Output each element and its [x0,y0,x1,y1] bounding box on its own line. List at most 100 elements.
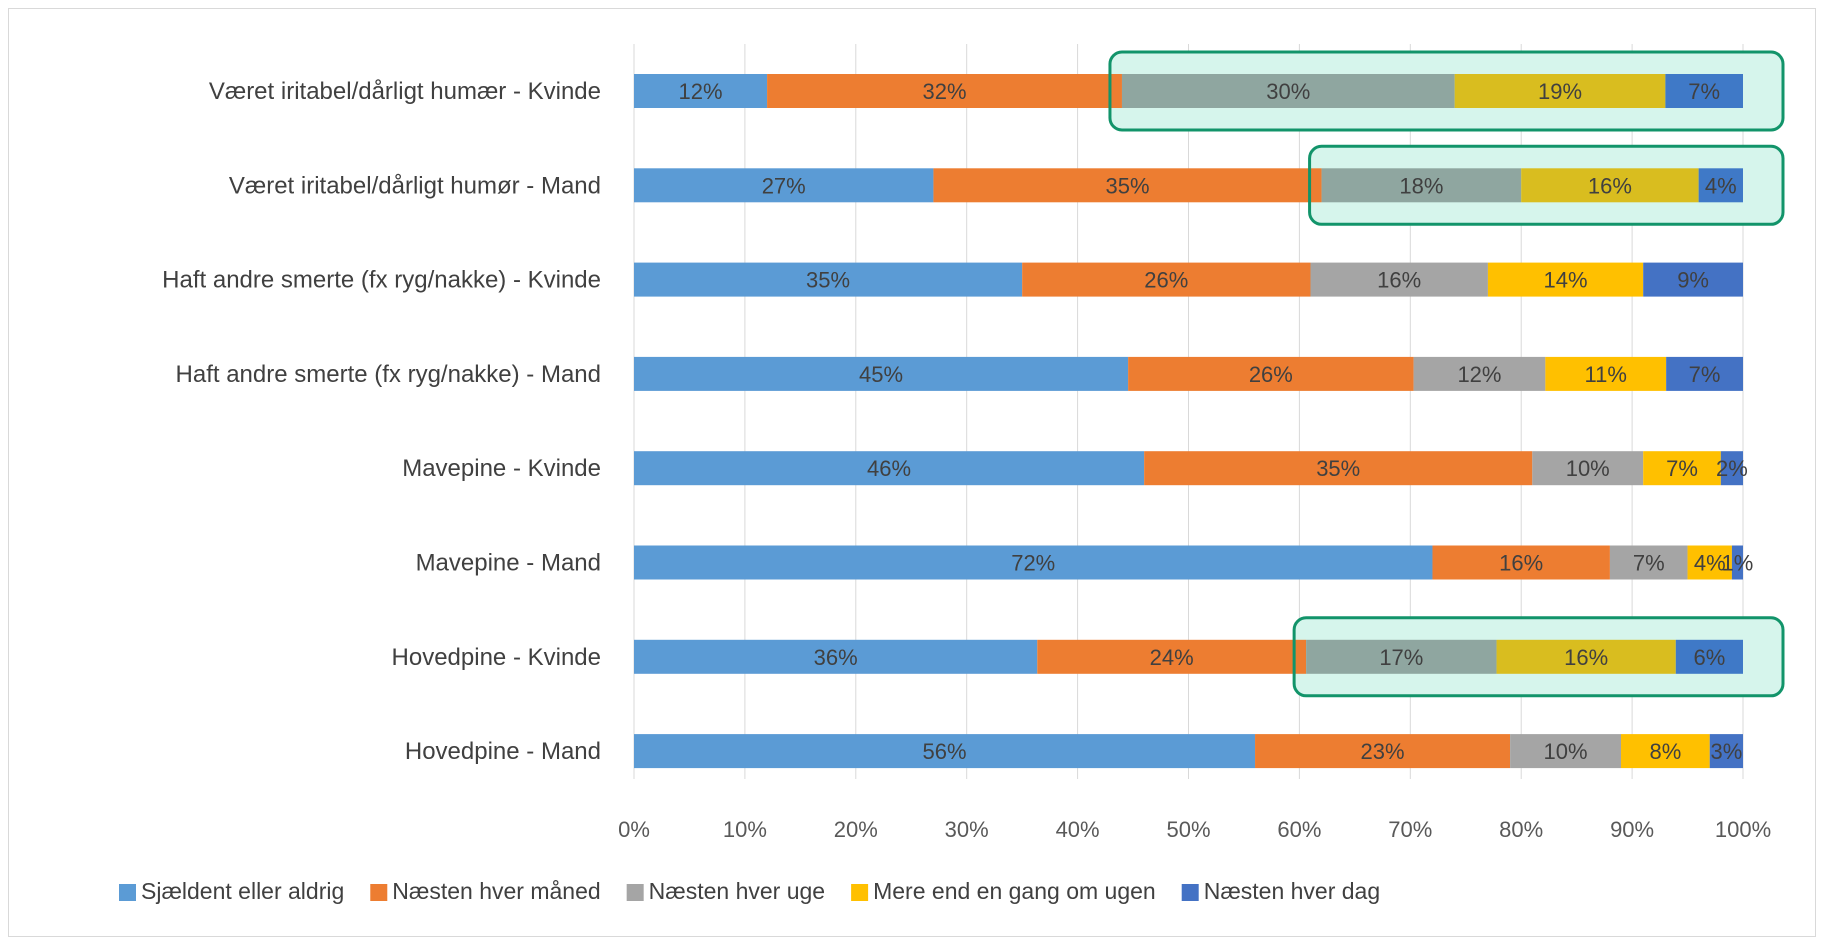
data-label: 17% [1379,645,1423,670]
legend-swatch-n-sten-hver-maned [370,884,388,901]
bar-n-sten-hver-dag [1709,734,1743,769]
bar-n-sten-hver-maned [1255,734,1511,769]
bar-mere-end-en-gang-om-ugen [1643,451,1721,486]
bar-n-sten-hver-uge [1310,262,1488,297]
x-tick-label: 0% [618,817,650,842]
legend-label: Mere end en gang om ugen [873,878,1156,904]
legend-label: Sjældent eller aldrig [141,878,344,904]
data-label: 7% [1666,456,1698,481]
data-label: 7% [1689,362,1721,387]
data-label: 36% [814,645,858,670]
legend-swatch-mere-end-en-gang-om-ugen [851,884,869,901]
bar-mere-end-en-gang-om-ugen [1545,356,1667,391]
bar-sj-ldent-eller-aldrig [634,734,1256,769]
bar-mere-end-en-gang-om-ugen [1496,639,1676,674]
data-label: 10% [1566,456,1610,481]
legend-swatch-n-sten-hver-dag [1181,884,1199,901]
highlight-box [1308,144,1785,226]
data-label: 14% [1544,268,1588,293]
bar-n-sten-hver-dag [1731,545,1743,580]
data-label: 32% [922,79,966,104]
data-label: 9% [1677,268,1709,293]
data-label: 16% [1588,173,1632,198]
x-tick-label: 40% [1056,817,1100,842]
bar-sj-ldent-eller-aldrig [634,168,934,203]
data-label: 11% [1585,362,1627,387]
chart-frame: 12% 32% 30% 19% 7% 27% 35% 18% 16% 4% 35% 26% 16% 14%… [8,8,1816,937]
bar-mere-end-en-gang-om-ugen [1454,74,1666,108]
x-tick-label: 80% [1499,817,1543,842]
category-label: Haft andre smerte (fx ryg/nakke) - Mand [176,361,601,388]
data-label: 7% [1633,551,1665,576]
legend-label: Næsten hver dag [1204,878,1380,904]
legend-swatch-sj-ldent-eller-aldrig [119,884,136,901]
bar-mere-end-en-gang-om-ugen [1621,734,1710,769]
bar-sj-ldent-eller-aldrig [634,356,1129,391]
bar-n-sten-hver-uge [1609,545,1688,580]
data-label: 45% [859,362,903,387]
x-tick-label: 20% [834,817,878,842]
data-label: 12% [1457,362,1501,387]
bar-mere-end-en-gang-om-ugen [1521,168,1699,203]
stacked-bar-chart: 12% 32% 30% 19% 7% 27% 35% 18% 16% 4% 35% 26% 16% 14%… [119,44,1785,904]
x-tick-label: 10% [723,817,767,842]
bar-n-sten-hver-maned [1022,262,1311,297]
data-label: 19% [1538,79,1582,104]
x-tick-label: 60% [1277,817,1321,842]
category-label: Været iritabel/dårligt humør - Mand [229,172,601,199]
legend-label: Næsten hver uge [649,878,825,904]
x-tick-labels: 0% 10% 20% 30% 40% 50% 60% 70% 80% 90% 100% [618,817,1771,842]
data-label: 35% [1105,173,1149,198]
bar-n-sten-hver-dag [1666,356,1743,391]
bar-n-sten-hver-dag [1720,451,1743,486]
data-label: 30% [1266,79,1310,104]
data-label: 46% [867,456,911,481]
bar-n-sten-hver-dag [1698,168,1743,203]
data-label: 8% [1649,739,1681,764]
data-label: 18% [1399,173,1443,198]
data-label: 26% [1249,362,1293,387]
data-label: 16% [1499,551,1543,576]
data-label: 10% [1544,739,1588,764]
bar-sj-ldent-eller-aldrig [634,545,1433,580]
bar-n-sten-hver-dag [1665,74,1743,108]
bar-n-sten-hver-maned [767,74,1122,108]
data-label: 12% [679,79,723,104]
category-label: Hovedpine - Kvinde [392,644,601,671]
bar-n-sten-hver-dag [1643,262,1743,297]
bar-mere-end-en-gang-om-ugen [1687,545,1732,580]
category-label: Hovedpine - Mand [405,738,601,765]
x-tick-label: 70% [1388,817,1432,842]
bar-mere-end-en-gang-om-ugen [1487,262,1644,297]
data-label: 24% [1150,645,1194,670]
data-label: 6% [1693,645,1725,670]
data-label: 7% [1688,79,1720,104]
bar-n-sten-hver-maned [1128,356,1414,391]
data-label: 72% [1011,551,1055,576]
data-label: 26% [1144,268,1188,293]
category-label: Mavepine - Kvinde [402,455,601,482]
bar-n-sten-hver-uge [1321,168,1522,203]
x-tick-label: 100% [1715,817,1771,842]
data-label: 56% [922,739,966,764]
category-label: Haft andre smerte (fx ryg/nakke) - Kvind… [162,267,601,294]
data-label: 35% [806,268,850,293]
bar-sj-ldent-eller-aldrig [634,451,1145,486]
data-label: 1% [1722,551,1754,576]
x-tick-label: 50% [1166,817,1210,842]
x-tick-label: 30% [945,817,989,842]
legend: Sjældent eller aldrig Næsten hver måned Næ… [119,878,1380,904]
data-label: 2% [1716,456,1748,481]
bar-n-sten-hver-dag [1675,639,1743,674]
bar-sj-ldent-eller-aldrig [634,639,1038,674]
bar-n-sten-hver-uge [1121,74,1455,108]
bar-sj-ldent-eller-aldrig [634,74,768,108]
data-label: 16% [1377,268,1421,293]
data-label: 35% [1316,456,1360,481]
bars: 12% 32% 30% 19% 7% 27% 35% 18% 16% 4% 35% 26% 16% 14%… [634,74,1754,769]
bar-n-sten-hver-maned [933,168,1322,203]
data-label: 23% [1361,739,1405,764]
category-label: Mavepine - Mand [416,550,601,577]
legend-label: Næsten hver måned [392,878,600,904]
x-tick-label: 90% [1610,817,1654,842]
